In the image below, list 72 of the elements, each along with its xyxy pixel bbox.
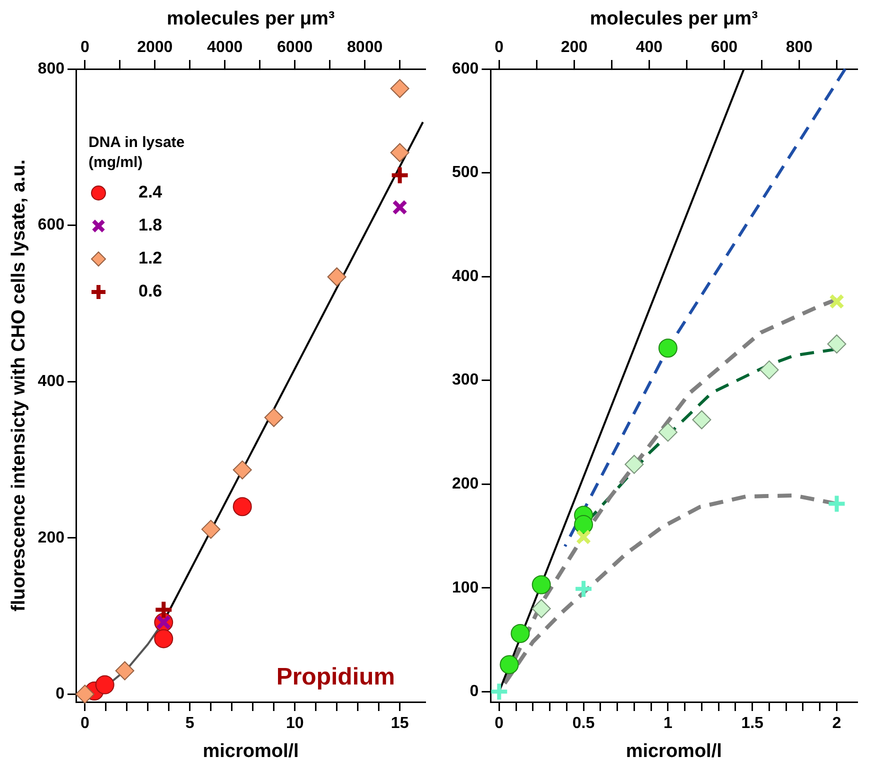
x2-axis-title: molecules per μm³ (166, 8, 335, 30)
y-tick-label: 800 (38, 60, 65, 78)
point (154, 629, 174, 648)
x2-tick-label: 600 (710, 38, 738, 56)
y-tick-label: 600 (452, 60, 479, 78)
x-tick-label: 0.5 (572, 715, 595, 732)
x-tick-label: 0 (80, 715, 90, 732)
x2-tick-label: 6000 (277, 38, 313, 56)
point (264, 408, 284, 428)
x-tick-label: 2 (832, 715, 842, 732)
point (532, 575, 551, 594)
x2-tick-label: 800 (786, 38, 813, 56)
x2-axis-title: molecules per μm³ (590, 8, 758, 30)
x-tick-label: 1 (663, 715, 672, 732)
x2-tick-label: 8000 (347, 38, 383, 56)
point (510, 624, 530, 644)
y-tick-label: 400 (38, 373, 65, 390)
x2-tick-label: 200 (560, 38, 588, 56)
point (232, 497, 252, 516)
legend-label: 2.4 (138, 182, 163, 202)
point (154, 600, 174, 620)
x-tick-label: 10 (286, 715, 304, 732)
legend-label: 0.6 (138, 282, 162, 301)
point (500, 655, 519, 674)
point (95, 675, 114, 694)
x2-tick-label: 4000 (207, 38, 243, 56)
point (390, 143, 410, 162)
y-tick-label: 300 (452, 372, 479, 389)
point (115, 661, 134, 680)
point (576, 529, 592, 545)
point (489, 682, 510, 702)
x-tick-label: 0 (494, 715, 504, 732)
point (532, 599, 551, 618)
legend-title: DNA in lysate (mg/ml) (88, 134, 185, 172)
y-tick-label: 0 (470, 683, 479, 700)
y-tick-label: 200 (38, 529, 65, 546)
point (624, 454, 644, 474)
point (826, 494, 847, 514)
annotation: Propidium (276, 664, 395, 691)
point (692, 410, 712, 430)
point (392, 200, 408, 215)
x-axis-title: micromol/l (202, 740, 299, 762)
y-tick-label: 100 (452, 579, 479, 596)
point (827, 334, 846, 354)
point (232, 460, 252, 480)
x2-tick-label: 0 (80, 38, 90, 56)
legend-label: 1.8 (138, 216, 162, 235)
x-axis-title: micromol/l (626, 740, 722, 762)
point (829, 294, 844, 310)
point (201, 520, 220, 539)
y-tick-label: 500 (452, 164, 479, 182)
point (658, 422, 678, 442)
y-tick-label: 0 (56, 686, 65, 703)
x-tick-label: 1.5 (741, 715, 764, 732)
y-tick-label: 600 (38, 216, 65, 234)
y-axis-title: fluorescence intensicty with CHO cells lysate, a.u. (8, 160, 30, 612)
y-tick-label: 200 (452, 475, 479, 492)
point (327, 267, 346, 286)
x2-tick-label: 0 (494, 38, 504, 56)
legend-label: 1.2 (138, 248, 162, 268)
point (658, 338, 678, 358)
point (390, 165, 410, 186)
x2-tick-label: 2000 (137, 38, 173, 56)
point (75, 684, 94, 704)
point (574, 515, 594, 534)
x-tick-label: 15 (390, 715, 409, 732)
point (390, 79, 410, 98)
y-tick-label: 400 (452, 268, 479, 285)
point (760, 360, 779, 380)
x2-tick-label: 400 (636, 38, 663, 56)
point (574, 578, 594, 599)
x-tick-label: 5 (185, 715, 194, 732)
